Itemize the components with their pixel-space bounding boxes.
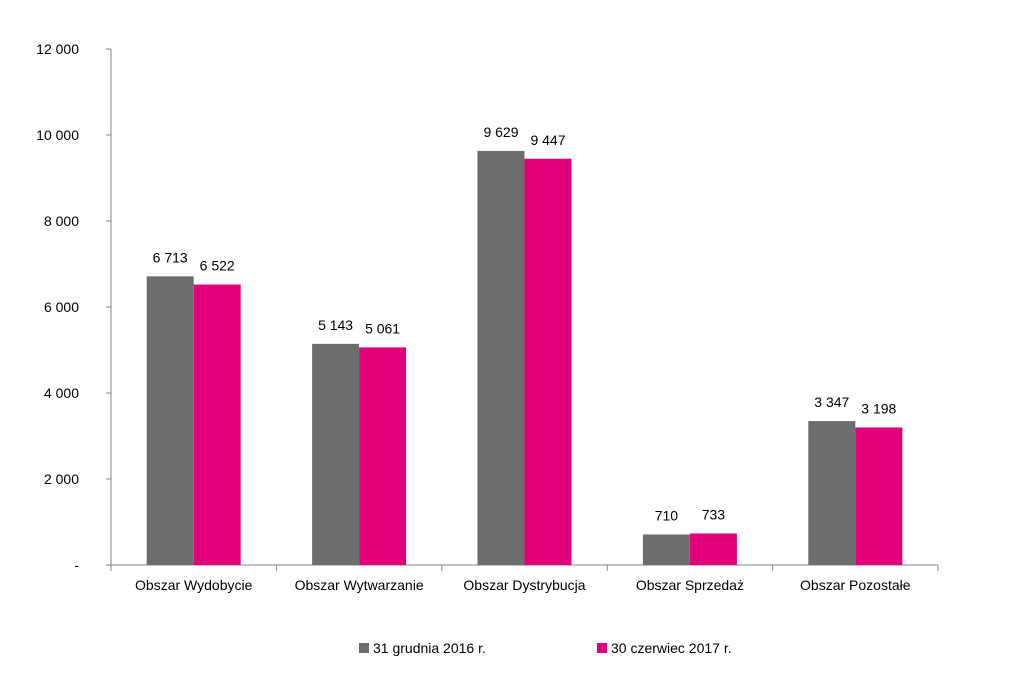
legend-swatch-series-2	[597, 643, 607, 653]
data-label-series-2: 733	[702, 506, 726, 522]
y-tick-label: 6 000	[44, 299, 79, 315]
y-tick-label: 10 000	[36, 127, 79, 143]
legend-swatch-series-1	[359, 643, 369, 653]
data-label-series-1: 5 143	[318, 317, 353, 333]
data-label-series-1: 710	[655, 507, 679, 523]
x-tick-label: Obszar Wydobycie	[135, 577, 253, 593]
bar-series-2	[689, 533, 737, 565]
y-tick-label: 4 000	[44, 385, 79, 401]
data-label-series-2: 3 198	[861, 400, 896, 416]
chart-axes: - 2 000 4 000 6 000 8 000 10 000 12 000 Obszar …	[36, 41, 939, 593]
x-tick-label: Obszar Sprzedaż	[636, 577, 744, 593]
x-tick-label: Obszar Pozostałe	[800, 577, 911, 593]
data-label-series-1: 9 629	[483, 124, 518, 140]
data-label-series-1: 6 713	[153, 249, 188, 265]
legend-label-series-1: 31 grudnia 2016 r.	[373, 640, 486, 656]
bar-series-2	[855, 427, 903, 565]
data-label-series-2: 6 522	[200, 258, 235, 274]
x-tick-label: Obszar Dystrybucja	[463, 577, 585, 593]
data-label-series-2: 5 061	[365, 320, 400, 336]
legend-item-series-2: 30 czerwiec 2017 r.	[597, 640, 732, 656]
chart-labels: 6 713 6 522 5 143 5 061 9 629 9 447 710 733 3 34…	[153, 124, 897, 524]
bar-series-1	[808, 421, 856, 565]
bar-series-1	[642, 534, 690, 565]
bar-series-1	[146, 276, 194, 565]
bar-series-2	[524, 158, 572, 566]
data-label-series-2: 9 447	[530, 132, 565, 148]
bar-series-1	[312, 343, 360, 565]
x-tick-label: Obszar Wytwarzanie	[295, 577, 424, 593]
legend-label-series-2: 30 czerwiec 2017 r.	[611, 640, 732, 656]
bar-series-2	[193, 284, 241, 565]
y-tick-label: -	[74, 557, 79, 573]
legend-item-series-1: 31 grudnia 2016 r.	[359, 640, 486, 656]
bar-series-2	[359, 347, 407, 565]
bar-series-1	[477, 150, 525, 565]
legend: 31 grudnia 2016 r. 30 czerwiec 2017 r.	[0, 640, 1015, 664]
chart-bars	[146, 150, 903, 566]
data-label-series-1: 3 347	[814, 394, 849, 410]
y-tick-label: 12 000	[36, 41, 79, 57]
y-tick-label: 8 000	[44, 213, 79, 229]
y-tick-label: 2 000	[44, 471, 79, 487]
